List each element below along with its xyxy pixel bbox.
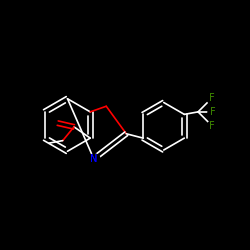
Text: N: N <box>90 154 98 164</box>
Text: F: F <box>209 93 215 103</box>
Text: F: F <box>210 107 216 117</box>
Text: N: N <box>90 154 98 164</box>
Text: F: F <box>210 107 216 117</box>
Text: F: F <box>209 121 215 130</box>
Text: F: F <box>209 121 215 130</box>
Text: F: F <box>209 93 215 103</box>
